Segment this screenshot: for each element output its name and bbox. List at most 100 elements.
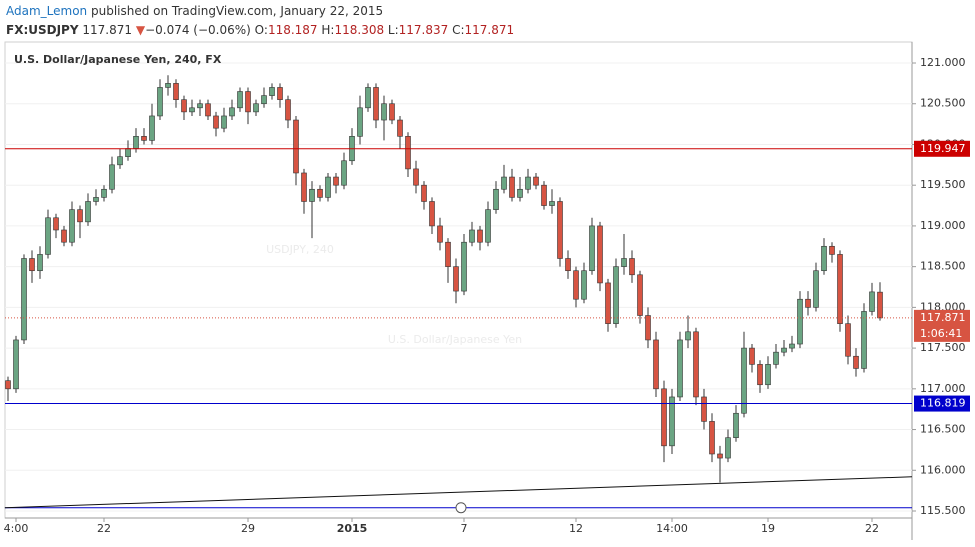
ohlc-value: 118.308 xyxy=(334,23,384,37)
header-line: Adam_Lemon published on TradingView.com,… xyxy=(6,4,383,18)
candle-body xyxy=(661,388,667,447)
candle-body xyxy=(125,148,131,157)
candle-body xyxy=(357,107,363,137)
candle-body xyxy=(741,347,747,414)
candle-body xyxy=(781,347,787,353)
author[interactable]: Adam_Lemon xyxy=(6,4,87,18)
candle-body xyxy=(485,209,491,243)
candle-body xyxy=(557,201,563,259)
candle-body xyxy=(93,197,99,202)
candle-body xyxy=(469,229,475,243)
candle-body xyxy=(157,87,163,117)
chart-title: U.S. Dollar/Japanese Yen, 240, FX xyxy=(14,53,222,66)
candle-body xyxy=(701,396,707,422)
symbol: FX:USDJPY xyxy=(6,23,79,37)
x-tick-label: 29 xyxy=(241,522,255,535)
ohlc-value: 117.871 xyxy=(465,23,515,37)
candle-body xyxy=(317,188,323,198)
line-handle xyxy=(455,502,467,514)
candle-body xyxy=(445,241,451,267)
candle-body xyxy=(677,339,683,398)
ohlc-value: 118.187 xyxy=(268,23,318,37)
candle-body xyxy=(389,103,395,121)
candle-body xyxy=(637,274,643,316)
candle-body xyxy=(397,119,403,137)
candle-body xyxy=(861,311,867,369)
candle-body xyxy=(733,412,739,438)
candle-body xyxy=(589,225,595,272)
candle-body xyxy=(629,258,635,276)
candle-body xyxy=(221,115,227,129)
candle-body xyxy=(653,339,659,390)
ohlc-key: L: xyxy=(388,23,399,37)
candle-body xyxy=(245,91,251,113)
y-tick-label: 119.500 xyxy=(920,178,966,191)
candle-body xyxy=(37,254,43,272)
candle-body xyxy=(453,266,459,292)
watermark-symbol: USDJPY, 240 xyxy=(266,243,334,256)
candle-body xyxy=(853,355,859,369)
candle-body xyxy=(685,331,691,341)
candle-body xyxy=(213,115,219,129)
candle-body xyxy=(205,103,211,117)
candle-body xyxy=(773,351,779,365)
ohlc-key: O: xyxy=(255,23,268,37)
candle-body xyxy=(101,188,107,198)
overlays: 119.947 116.819 117.871 1:06:41 xyxy=(4,140,970,514)
level-label: 116.819 xyxy=(920,397,966,410)
level-box xyxy=(914,140,970,157)
candle-body xyxy=(605,282,611,324)
candle-body xyxy=(421,184,427,202)
candle-body xyxy=(333,176,339,186)
candle-body xyxy=(845,323,851,357)
candle-body xyxy=(437,225,443,243)
countdown: 1:06:41 xyxy=(920,327,962,340)
candle-body xyxy=(173,83,179,100)
y-tick-label: 115.500 xyxy=(920,504,966,517)
candle-body xyxy=(533,176,539,186)
candle-body xyxy=(765,364,771,386)
level-box xyxy=(914,395,970,412)
price: 117.871 xyxy=(82,23,132,37)
candle-body xyxy=(757,364,763,386)
published: published on TradingView.com, January 22… xyxy=(91,4,383,18)
x-tick-label: 7 xyxy=(461,522,468,535)
candle-body xyxy=(45,217,51,255)
candle-body xyxy=(613,266,619,324)
candle-body xyxy=(573,270,579,300)
candle-body xyxy=(69,209,75,243)
candle-body xyxy=(877,291,883,319)
arrow: ▼ xyxy=(136,23,146,37)
last-price-box xyxy=(914,309,970,342)
candle-body xyxy=(141,136,147,141)
candle-body xyxy=(285,99,291,121)
x-tick-label: 22 xyxy=(865,522,879,535)
candle-body xyxy=(237,91,243,109)
candle-body xyxy=(325,176,331,198)
candle-body xyxy=(597,225,603,284)
candle-body xyxy=(517,188,523,198)
y-tick-label: 117.500 xyxy=(920,341,966,354)
candle-body xyxy=(261,95,267,105)
candle-body xyxy=(837,254,843,324)
candle-body xyxy=(341,160,347,186)
ohlc-key: C: xyxy=(452,23,464,37)
candle-body xyxy=(477,229,483,243)
candle-body xyxy=(109,164,115,190)
y-tick-label: 117.000 xyxy=(920,382,966,395)
candle-body xyxy=(717,453,723,459)
candle-body xyxy=(301,172,307,202)
candle-body xyxy=(501,176,507,190)
y-tick-label: 116.000 xyxy=(920,463,966,476)
candle-body xyxy=(429,201,435,227)
candle-body xyxy=(725,437,731,459)
candle-body xyxy=(5,380,11,390)
candle-body xyxy=(229,107,235,117)
level-label: 119.947 xyxy=(920,142,966,155)
candle-body xyxy=(269,87,275,96)
candle-body xyxy=(829,245,835,255)
ohlc-value: 117.837 xyxy=(399,23,449,37)
candle-body xyxy=(749,347,755,365)
